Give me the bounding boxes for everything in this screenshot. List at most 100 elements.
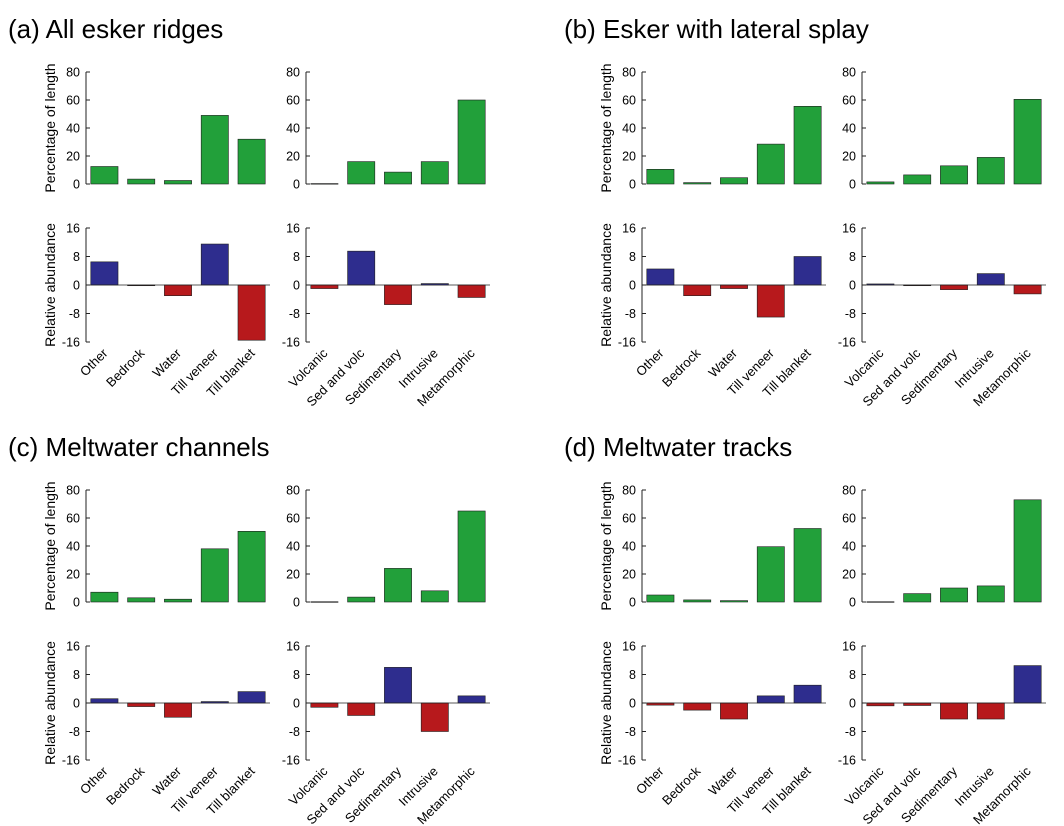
geology-abundance-tick-label: -16 — [282, 754, 300, 768]
geology-abundance-tick-label: 0 — [293, 697, 300, 711]
landcover-abundance-tick-label: 0 — [73, 279, 80, 293]
landcover-category-label: Water — [149, 763, 184, 798]
panel-title: (a) All esker ridges — [8, 14, 223, 44]
geology-abundance-bar — [1013, 665, 1042, 704]
landcover-percentage-bar — [646, 594, 675, 603]
landcover-abundance-tick-label: 0 — [629, 279, 636, 293]
landcover-abundance-ylabel: Relative abundance — [598, 641, 614, 765]
landcover-abundance-bar — [90, 698, 119, 704]
landcover-percentage-bar — [237, 531, 266, 603]
geology-percentage-bar — [866, 601, 895, 603]
landcover-percentage-bar — [683, 182, 712, 185]
landcover-abundance-tick-label: -8 — [625, 725, 636, 739]
landcover-category-label: Other — [633, 345, 667, 379]
landcover-percentage-bar — [200, 115, 229, 185]
landcover-percentage-tick-label: 20 — [622, 150, 636, 164]
geology-percentage-tick-label: 20 — [842, 568, 856, 582]
landcover-abundance-tick-label: -8 — [69, 307, 80, 321]
landcover-percentage-bar — [237, 138, 266, 185]
geology-abundance-bar — [310, 284, 339, 289]
landcover-percentage-tick-label: 60 — [622, 94, 636, 108]
landcover-abundance-bar — [90, 261, 119, 286]
landcover-abundance-ylabel: Relative abundance — [42, 641, 58, 765]
geology-percentage-bar — [457, 510, 486, 603]
landcover-percentage-tick-label: 20 — [66, 568, 80, 582]
geology-percentage-bar — [1013, 499, 1042, 603]
landcover-abundance-tick-label: 16 — [622, 640, 636, 654]
geology-percentage-bar — [420, 161, 449, 185]
landcover-percentage-bar — [793, 528, 822, 603]
geology-percentage-bar — [976, 585, 1005, 603]
landcover-abundance-bar — [646, 268, 675, 286]
geology-abundance-bar — [384, 667, 412, 704]
landcover-abundance-bar — [793, 256, 822, 286]
geology-percentage-tick-label: 0 — [849, 178, 856, 192]
landcover-abundance-bar — [683, 702, 712, 711]
landcover-percentage-tick-label: 20 — [66, 150, 80, 164]
geology-abundance-tick-label: 8 — [849, 250, 856, 264]
landcover-abundance-tick-label: 16 — [622, 222, 636, 236]
geology-abundance-tick-label: -16 — [838, 754, 856, 768]
landcover-percentage-bar — [683, 599, 712, 603]
geology-abundance-bar — [940, 702, 968, 720]
landcover-abundance-bar — [720, 284, 748, 289]
landcover-abundance-tick-label: 8 — [629, 250, 636, 264]
geology-abundance-bar — [347, 250, 376, 286]
landcover-abundance-tick-label: 16 — [66, 640, 80, 654]
geology-percentage-tick-label: 40 — [842, 540, 856, 554]
landcover-abundance-bar — [683, 284, 712, 296]
geology-percentage-tick-label: 0 — [293, 596, 300, 610]
geology-percentage-bar — [384, 171, 412, 185]
geology-percentage-bar — [940, 587, 968, 603]
landcover-percentage-bar — [720, 177, 748, 185]
geology-percentage-bar — [976, 157, 1005, 185]
geology-percentage-tick-label: 80 — [842, 484, 856, 498]
landcover-category-label: Water — [149, 345, 184, 380]
chart-panel-4: (d) Meltwater tracks806040200Percentage … — [564, 432, 1046, 826]
geology-abundance-bar — [1013, 284, 1042, 295]
landcover-percentage-tick-label: 80 — [66, 484, 80, 498]
geology-abundance-bar — [976, 702, 1005, 720]
geology-abundance-tick-label: 0 — [849, 697, 856, 711]
geology-percentage-tick-label: 40 — [286, 122, 300, 136]
landcover-abundance-ylabel: Relative abundance — [598, 223, 614, 347]
geology-percentage-bar — [347, 596, 376, 603]
landcover-category-label: Bedrock — [659, 345, 704, 390]
geology-percentage-bar — [1013, 99, 1042, 185]
geology-abundance-tick-label: -8 — [845, 725, 856, 739]
panel-title: (c) Meltwater channels — [8, 432, 270, 462]
chart-panel-3: (c) Meltwater channels806040200Percentag… — [8, 432, 490, 826]
landcover-category-label: Other — [633, 763, 667, 797]
landcover-abundance-bar — [164, 284, 192, 296]
landcover-category-label: Water — [705, 763, 740, 798]
landcover-percentage-bar — [90, 166, 119, 185]
landcover-abundance-bar — [720, 702, 748, 720]
landcover-abundance-tick-label: 8 — [629, 668, 636, 682]
geology-abundance-tick-label: -16 — [282, 336, 300, 350]
geology-abundance-tick-label: -8 — [289, 307, 300, 321]
landcover-abundance-tick-label: -8 — [625, 307, 636, 321]
landcover-abundance-tick-label: -8 — [69, 725, 80, 739]
geology-abundance-tick-label: 16 — [286, 640, 300, 654]
landcover-abundance-tick-label: 0 — [73, 697, 80, 711]
landcover-percentage-ylabel: Percentage of length — [42, 481, 58, 610]
landcover-percentage-tick-label: 60 — [66, 94, 80, 108]
geology-percentage-tick-label: 60 — [286, 512, 300, 526]
geology-abundance-bar — [420, 702, 449, 732]
landcover-percentage-bar — [127, 178, 156, 185]
geology-percentage-bar — [903, 174, 932, 185]
geology-percentage-tick-label: 80 — [286, 484, 300, 498]
landcover-percentage-bar — [720, 600, 748, 603]
landcover-percentage-tick-label: 40 — [66, 122, 80, 136]
landcover-abundance-tick-label: -16 — [618, 754, 636, 768]
landcover-abundance-bar — [200, 243, 229, 286]
landcover-category-label: Water — [705, 345, 740, 380]
geology-percentage-bar — [940, 165, 968, 185]
landcover-category-label: Bedrock — [103, 345, 148, 390]
landcover-percentage-ylabel: Percentage of length — [598, 481, 614, 610]
geology-percentage-tick-label: 0 — [293, 178, 300, 192]
landcover-category-label: Bedrock — [103, 763, 148, 808]
landcover-category-label: Bedrock — [659, 763, 704, 808]
landcover-percentage-ylabel: Percentage of length — [598, 63, 614, 192]
landcover-percentage-tick-label: 60 — [622, 512, 636, 526]
